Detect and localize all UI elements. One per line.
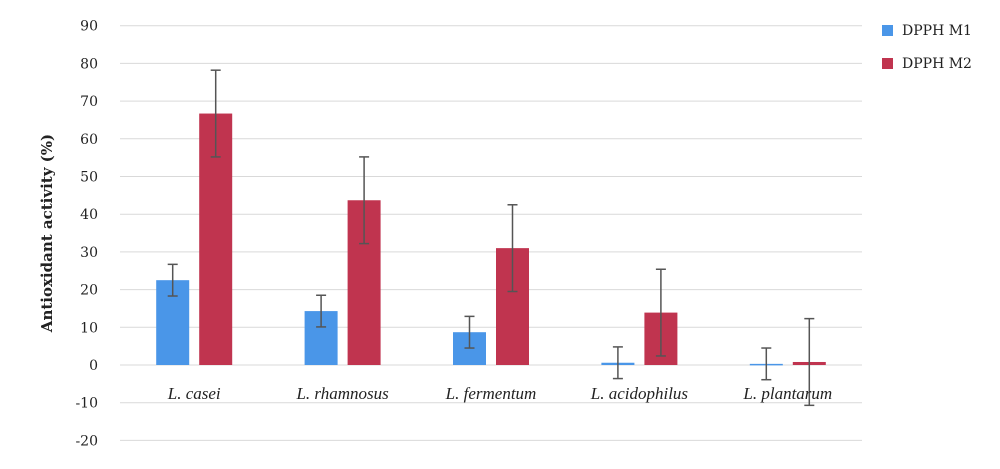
error-bar (167, 263, 178, 297)
error-bar (316, 294, 327, 328)
y-tick-label: 0 (89, 358, 98, 374)
legend-label: DPPH M2 (902, 56, 972, 72)
category-label: L. plantarum (742, 384, 832, 403)
y-tick-label: 90 (80, 19, 98, 35)
x-category-labels: L. casei L. rhamnosus L. fermentum L. acido… (167, 384, 832, 403)
category-label: L. fermentum (445, 384, 537, 403)
error-bar (655, 268, 666, 357)
y-tick-label: 10 (80, 320, 98, 336)
y-tick-label: -10 (75, 396, 98, 412)
category-label: L. casei (167, 384, 221, 403)
y-tick-label: 30 (80, 245, 98, 261)
legend-swatch (882, 58, 893, 69)
error-bar (761, 347, 772, 381)
y-axis-label: Antioxidant activity (%) (38, 134, 56, 333)
error-bar (464, 315, 475, 349)
legend-label: DPPH M1 (902, 23, 972, 39)
error-bar (359, 156, 370, 245)
error-bar (507, 204, 518, 293)
y-tick-label: 20 (80, 283, 98, 299)
y-tick-label: 60 (80, 132, 98, 148)
y-tick-label: 40 (80, 207, 98, 223)
error-bar (210, 69, 221, 158)
error-bar (804, 317, 815, 407)
y-tick-labels: -20 -10 0 10 20 30 40 50 60 70 80 90 (75, 19, 98, 450)
category-label: L. rhamnosus (295, 384, 389, 403)
gridlines (120, 25, 862, 441)
error-bar (612, 346, 623, 380)
y-tick-label: -20 (75, 433, 98, 449)
bars (156, 113, 826, 366)
legend: DPPH M1 DPPH M2 (882, 23, 972, 72)
legend-swatch (882, 25, 893, 36)
y-tick-label: 80 (80, 56, 98, 72)
category-label: L. acidophilus (590, 384, 689, 403)
error-bars (167, 69, 815, 407)
y-tick-label: 50 (80, 170, 98, 186)
y-tick-label: 70 (80, 94, 98, 110)
